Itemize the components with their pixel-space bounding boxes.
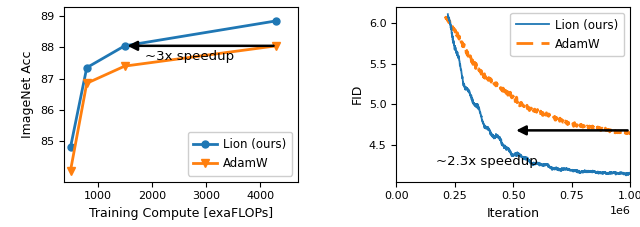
AdamW xyxy=(566,122,573,124)
Line: AdamW: AdamW xyxy=(67,42,280,175)
Legend: Lion (ours), AdamW: Lion (ours), AdamW xyxy=(511,13,625,57)
Lion (ours) xyxy=(83,66,91,69)
Lion (ours) xyxy=(622,174,630,177)
AdamW xyxy=(442,16,450,19)
Lion (ours) xyxy=(121,44,129,47)
Lion (ours) xyxy=(273,20,280,22)
AdamW xyxy=(627,131,634,134)
AdamW xyxy=(581,125,589,127)
AdamW xyxy=(525,109,533,112)
AdamW xyxy=(620,132,628,135)
Lion (ours) xyxy=(468,97,476,100)
AdamW xyxy=(442,17,449,20)
Line: Lion (ours): Lion (ours) xyxy=(67,17,280,151)
Legend: Lion (ours), AdamW: Lion (ours), AdamW xyxy=(188,132,292,176)
AdamW xyxy=(273,44,280,47)
Lion (ours) xyxy=(523,158,531,161)
AdamW xyxy=(121,65,129,67)
AdamW xyxy=(83,82,91,85)
AdamW xyxy=(475,68,483,71)
X-axis label: Training Compute [exaFLOPs]: Training Compute [exaFLOPs] xyxy=(89,207,273,220)
Lion (ours) xyxy=(544,164,552,166)
Lion (ours) xyxy=(627,172,634,175)
Y-axis label: ImageNet Acc: ImageNet Acc xyxy=(22,50,35,138)
Lion (ours) xyxy=(67,146,74,149)
Y-axis label: FID: FID xyxy=(350,84,364,104)
Line: Lion (ours): Lion (ours) xyxy=(448,14,630,175)
Text: ~3x speedup: ~3x speedup xyxy=(145,50,234,63)
AdamW xyxy=(490,80,497,82)
Lion (ours) xyxy=(475,108,483,111)
Line: AdamW: AdamW xyxy=(445,17,630,134)
Text: ~2.3x speedup: ~2.3x speedup xyxy=(436,155,538,168)
Lion (ours) xyxy=(506,149,513,152)
X-axis label: Iteration: Iteration xyxy=(487,207,540,220)
Lion (ours) xyxy=(444,13,452,16)
AdamW xyxy=(67,169,74,172)
AdamW xyxy=(551,115,559,118)
Text: 1e6: 1e6 xyxy=(609,206,630,216)
Lion (ours) xyxy=(540,164,548,166)
